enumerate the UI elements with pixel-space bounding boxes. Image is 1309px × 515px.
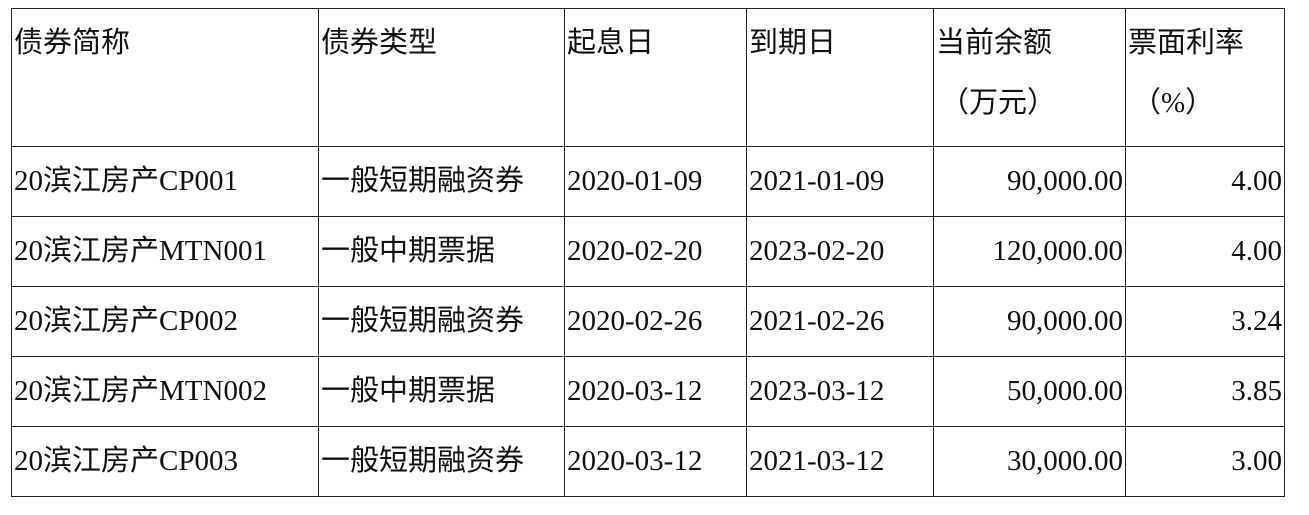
cell-maturity-date: 2023-02-20 (746, 216, 934, 287)
cell-coupon-rate: 3.00 (1125, 426, 1285, 497)
cell-coupon-rate: 3.85 (1125, 356, 1285, 427)
cell-current-balance: 90,000.00 (933, 286, 1126, 357)
header-label: 当前余额 (936, 27, 1053, 59)
header-coupon-rate: 票面利率 （%） (1125, 8, 1285, 147)
cell-value-date: 2020-03-12 (564, 356, 747, 427)
cell-bond-name: 20滨江房产MTN002 (11, 356, 319, 427)
cell-bond-name: 20滨江房产MTN001 (11, 216, 319, 287)
cell-coupon-rate: 4.00 (1125, 216, 1285, 287)
header-value-date: 起息日 (564, 8, 747, 147)
cell-bond-type: 一般中期票据 (318, 216, 565, 287)
table-row: 20滨江房产CP001 一般短期融资券 2020-01-09 2021-01-09 90… (11, 146, 1285, 217)
header-label: 起息日 (567, 27, 655, 59)
header-row: 债券简称 债券类型 起息日 到期日 当前余额 （万元） 票面利率 （%） (11, 8, 1285, 147)
header-label: 债券类型 (321, 27, 438, 59)
cell-maturity-date: 2021-02-26 (746, 286, 934, 357)
cell-coupon-rate: 3.24 (1125, 286, 1285, 357)
header-maturity-date: 到期日 (746, 8, 934, 147)
cell-bond-name: 20滨江房产CP003 (11, 426, 319, 497)
cell-value-date: 2020-03-12 (564, 426, 747, 497)
cell-value-date: 2020-02-20 (564, 216, 747, 287)
cell-maturity-date: 2023-03-12 (746, 356, 934, 427)
cell-coupon-rate: 4.00 (1125, 146, 1285, 217)
header-bond-type: 债券类型 (318, 8, 565, 147)
table-row: 20滨江房产MTN002 一般中期票据 2020-03-12 2023-03-12 50… (11, 356, 1285, 427)
cell-bond-type: 一般短期融资券 (318, 146, 565, 217)
header-unit: （万元） (940, 87, 1057, 119)
bond-table: 债券简称 债券类型 起息日 到期日 当前余额 （万元） 票面利率 （%） 20滨江房产CP00… (11, 8, 1285, 497)
header-unit: （%） (1132, 87, 1215, 119)
cell-maturity-date: 2021-01-09 (746, 146, 934, 217)
table-row: 20滨江房产CP003 一般短期融资券 2020-03-12 2021-03-12 30… (11, 426, 1285, 497)
header-bond-name: 债券简称 (11, 8, 319, 147)
cell-current-balance: 90,000.00 (933, 146, 1126, 217)
header-label: 票面利率 (1128, 27, 1245, 59)
cell-current-balance: 120,000.00 (933, 216, 1126, 287)
cell-current-balance: 30,000.00 (933, 426, 1126, 497)
cell-current-balance: 50,000.00 (933, 356, 1126, 427)
cell-bond-type: 一般短期融资券 (318, 286, 565, 357)
header-current-balance: 当前余额 （万元） (933, 8, 1126, 147)
header-label: 到期日 (749, 27, 837, 59)
table-row: 20滨江房产CP002 一般短期融资券 2020-02-26 2021-02-26 90… (11, 286, 1285, 357)
cell-maturity-date: 2021-03-12 (746, 426, 934, 497)
cell-bond-type: 一般短期融资券 (318, 426, 565, 497)
cell-value-date: 2020-01-09 (564, 146, 747, 217)
cell-value-date: 2020-02-26 (564, 286, 747, 357)
table-row: 20滨江房产MTN001 一般中期票据 2020-02-20 2023-02-20 12… (11, 216, 1285, 287)
cell-bond-name: 20滨江房产CP002 (11, 286, 319, 357)
cell-bond-name: 20滨江房产CP001 (11, 146, 319, 217)
cell-bond-type: 一般中期票据 (318, 356, 565, 427)
header-label: 债券简称 (14, 27, 131, 59)
